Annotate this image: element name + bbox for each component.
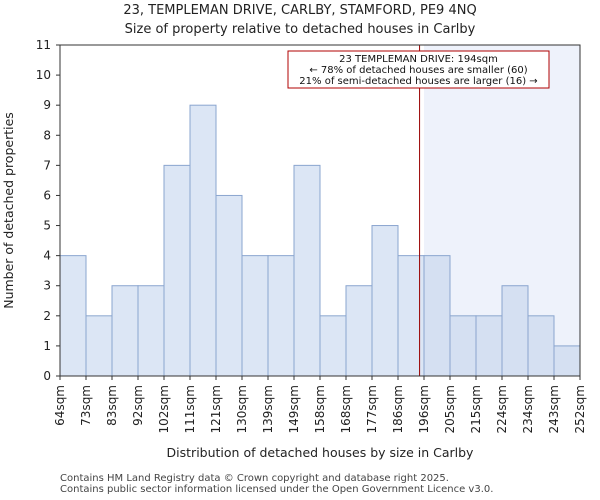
y-tick-label: 2 — [43, 309, 51, 323]
y-tick-label: 11 — [36, 38, 51, 52]
x-tick-label: 177sqm — [365, 385, 379, 433]
bar-121sqm — [215, 194, 243, 377]
y-tick-label: 9 — [43, 98, 51, 112]
x-tick-label: 121sqm — [209, 385, 223, 433]
bars — [59, 104, 581, 377]
x-tick-label: 168sqm — [339, 385, 353, 433]
y-tick-label: 6 — [43, 188, 51, 202]
annotation-frame — [287, 50, 550, 89]
chart-title: 23, TEMPLEMAN DRIVE, CARLBY, STAMFORD, P… — [123, 3, 476, 18]
y-tick-label: 4 — [43, 249, 51, 263]
footer-attribution-2: Contains public sector information licen… — [60, 484, 494, 495]
y-axis: 0 1 2 3 4 5 6 7 8 9 10 11 — [36, 38, 60, 383]
x-tick-label: 224sqm — [495, 385, 509, 433]
bar-224sqm — [501, 285, 529, 377]
bar-177sqm — [371, 225, 399, 377]
footer-attribution-1: Contains HM Land Registry data © Crown c… — [60, 473, 449, 484]
x-tick-label: 215sqm — [469, 385, 483, 433]
x-tick-label: 149sqm — [287, 385, 301, 433]
bar-196sqm — [423, 255, 451, 377]
annotation-line-3: 21% of semi-detached houses are larger (… — [299, 76, 537, 87]
x-tick-label: 64sqm — [53, 385, 67, 426]
y-tick-label: 10 — [36, 68, 51, 82]
y-axis-label: Number of detached properties — [1, 112, 16, 309]
chart-subtitle: Size of property relative to detached ho… — [125, 22, 476, 37]
x-tick-label: 139sqm — [261, 385, 275, 433]
x-tick-label: 243sqm — [547, 385, 561, 433]
x-tick-label: 205sqm — [443, 385, 457, 433]
bar-92sqm — [137, 285, 165, 377]
bar-205sqm — [449, 315, 477, 377]
bar-102sqm — [163, 164, 191, 377]
bar-149sqm — [293, 164, 321, 377]
x-tick-label: 252sqm — [573, 385, 587, 433]
annotation-box: 23 TEMPLEMAN DRIVE: 194sqm ← 78% of deta… — [287, 50, 550, 89]
y-tick-label: 7 — [43, 158, 51, 172]
x-tick-label: 102sqm — [157, 385, 171, 433]
bar-168sqm — [345, 285, 373, 377]
bar-130sqm — [241, 255, 269, 377]
bar-111sqm — [189, 104, 217, 377]
annotation-line-1: 23 TEMPLEMAN DRIVE: 194sqm — [339, 54, 498, 65]
bar-186sqm — [397, 255, 425, 377]
y-tick-label: 5 — [43, 219, 51, 233]
bar-73sqm — [85, 315, 113, 377]
x-tick-label: 130sqm — [235, 385, 249, 433]
x-tick-label: 111sqm — [183, 385, 197, 433]
annotation-line-2: ← 78% of detached houses are smaller (60… — [309, 65, 527, 76]
bar-243sqm — [553, 345, 581, 377]
y-tick-label: 0 — [43, 369, 51, 383]
bar-83sqm — [111, 285, 139, 377]
x-tick-label: 73sqm — [79, 385, 93, 426]
x-tick-label: 83sqm — [105, 385, 119, 426]
y-tick-label: 1 — [43, 339, 51, 353]
x-tick-label: 158sqm — [313, 385, 327, 433]
y-tick-label: 8 — [43, 128, 51, 142]
x-tick-label: 234sqm — [521, 385, 535, 433]
bar-234sqm — [527, 315, 555, 377]
bar-158sqm — [319, 315, 347, 377]
x-tick-label: 196sqm — [417, 385, 431, 433]
y-tick-label: 3 — [43, 279, 51, 293]
x-axis-label: Distribution of detached houses by size … — [167, 445, 474, 460]
bar-64sqm — [59, 255, 87, 377]
x-tick-label: 186sqm — [391, 385, 405, 433]
bar-215sqm — [475, 315, 503, 377]
bar-139sqm — [267, 255, 295, 377]
x-tick-label: 92sqm — [131, 385, 145, 426]
x-axis: 64sqm 73sqm 83sqm 92sqm 102sqm 111sqm 121sqm 13… — [53, 376, 587, 433]
